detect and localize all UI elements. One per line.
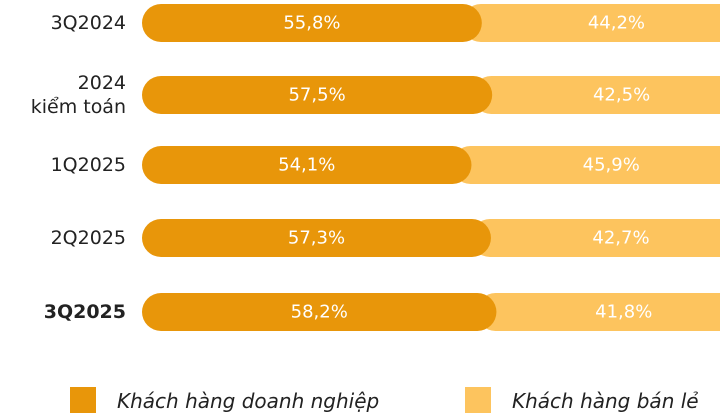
value-label: 58,2% — [291, 302, 348, 323]
value-label: 55,8% — [283, 13, 340, 34]
category-label: 3Q2025 — [43, 301, 126, 323]
bar-segment — [142, 76, 493, 114]
value-label: 42,5% — [593, 85, 650, 106]
legend-swatch — [465, 387, 491, 413]
bar-segment — [472, 76, 720, 114]
legend-label: Khách hàng doanh nghiệp — [117, 389, 379, 413]
category-label: 2024 kiểm toán — [30, 72, 126, 118]
bar-segment — [476, 293, 720, 331]
value-label: 42,7% — [592, 228, 649, 249]
bar-segment — [142, 4, 482, 42]
legend-swatch — [70, 387, 96, 413]
bar-segment — [142, 293, 497, 331]
value-label: 54,1% — [278, 155, 335, 176]
category-label: 3Q2024 — [50, 12, 126, 34]
bar-segment — [461, 4, 720, 42]
category-label: 1Q2025 — [50, 154, 126, 176]
category-label: 2Q2025 — [50, 227, 126, 249]
bar-segment — [470, 219, 720, 257]
bar-segment — [142, 146, 472, 184]
value-label: 57,3% — [288, 228, 345, 249]
bar-segment — [451, 146, 720, 184]
legend-label: Khách hàng bán lẻ — [512, 389, 699, 413]
value-label: 57,5% — [288, 85, 345, 106]
value-label: 44,2% — [588, 13, 645, 34]
value-label: 41,8% — [595, 302, 652, 323]
bar-segment — [142, 219, 491, 257]
value-label: 45,9% — [583, 155, 640, 176]
